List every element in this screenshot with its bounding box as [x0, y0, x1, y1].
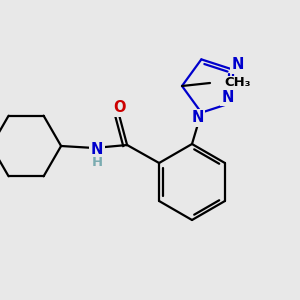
Text: N: N [232, 57, 244, 72]
Text: N: N [221, 90, 234, 105]
Text: H: H [92, 155, 103, 169]
Text: N: N [191, 110, 203, 125]
Text: N: N [91, 142, 103, 158]
Text: O: O [113, 100, 125, 116]
Text: CH₃: CH₃ [224, 76, 250, 89]
